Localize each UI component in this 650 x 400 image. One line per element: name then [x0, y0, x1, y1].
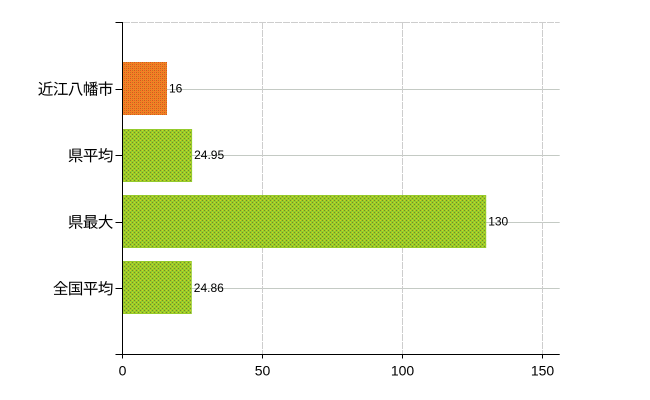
svg-text:24.86: 24.86: [194, 281, 224, 295]
svg-text:50: 50: [255, 362, 271, 378]
svg-text:150: 150: [531, 362, 555, 378]
svg-text:0: 0: [119, 362, 127, 378]
svg-text:16: 16: [169, 82, 183, 96]
svg-text:24.95: 24.95: [194, 148, 224, 162]
svg-text:130: 130: [488, 215, 508, 229]
svg-text:100: 100: [391, 362, 415, 378]
